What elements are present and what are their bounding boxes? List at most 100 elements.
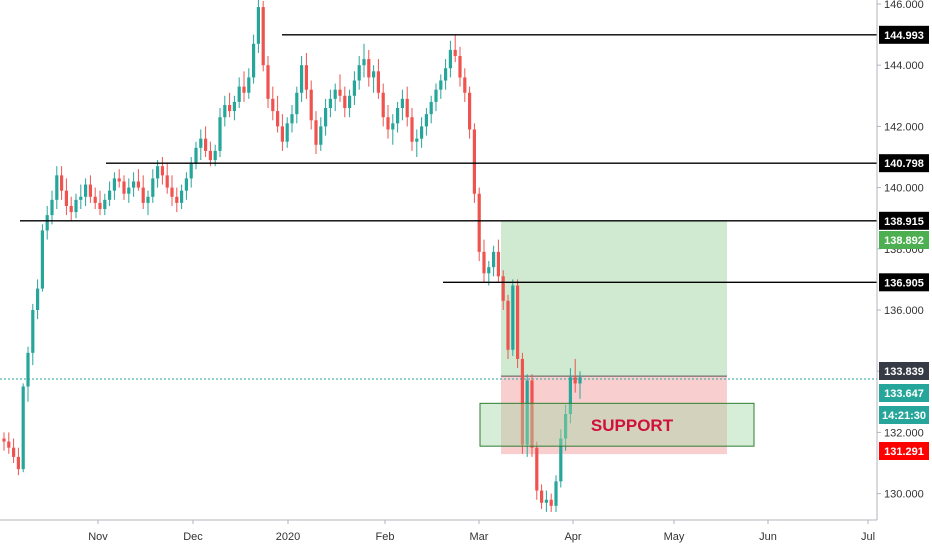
candle[interactable] [280, 114, 284, 151]
candle[interactable] [160, 157, 164, 185]
candle[interactable] [175, 187, 179, 213]
candle[interactable] [386, 104, 390, 139]
candle[interactable] [463, 68, 467, 102]
candle[interactable] [165, 163, 169, 194]
candle[interactable] [400, 89, 404, 121]
candle[interactable] [199, 129, 203, 161]
candle[interactable] [84, 178, 88, 206]
candle[interactable] [530, 374, 534, 457]
candle[interactable] [55, 166, 59, 210]
candle[interactable] [439, 74, 443, 99]
candle[interactable] [7, 432, 11, 454]
candle[interactable] [156, 160, 160, 188]
candle[interactable] [376, 59, 380, 99]
candle[interactable] [261, 0, 265, 72]
candle[interactable] [381, 83, 385, 127]
candle[interactable] [429, 95, 433, 124]
candle[interactable] [69, 196, 73, 222]
candle[interactable] [290, 104, 294, 133]
candle[interactable] [31, 303, 35, 366]
candle[interactable] [573, 358, 577, 393]
candle[interactable] [103, 193, 107, 216]
candle[interactable] [314, 111, 318, 154]
candle[interactable] [74, 193, 78, 219]
candle[interactable] [568, 368, 572, 424]
candle[interactable] [146, 190, 150, 216]
candle[interactable] [276, 95, 280, 133]
candle[interactable] [26, 346, 30, 402]
candle[interactable] [132, 172, 136, 197]
candle[interactable] [98, 190, 102, 216]
candle[interactable] [40, 224, 44, 292]
candle[interactable] [328, 89, 332, 118]
candle[interactable] [482, 239, 486, 283]
candle[interactable] [136, 169, 140, 191]
candle[interactable] [348, 89, 352, 118]
candle[interactable] [578, 371, 582, 399]
candle[interactable] [444, 59, 448, 90]
candle[interactable] [141, 175, 145, 210]
candle[interactable] [232, 95, 236, 121]
candle[interactable] [237, 77, 241, 109]
candle[interactable] [247, 68, 251, 99]
candle[interactable] [372, 65, 376, 93]
candle[interactable] [50, 190, 54, 225]
candle[interactable] [324, 98, 328, 136]
candle[interactable] [304, 52, 308, 99]
candle[interactable] [434, 83, 438, 112]
candle[interactable] [468, 86, 472, 139]
candle[interactable] [477, 187, 481, 262]
candle[interactable] [564, 404, 568, 451]
candle[interactable] [525, 374, 529, 457]
time-axis[interactable]: Nov Dec 2020 Feb Mar Apr May Jun Jul [0, 519, 877, 543]
support-zone-group[interactable]: SUPPORT [479, 402, 755, 447]
candle[interactable] [362, 43, 366, 78]
candle[interactable] [410, 108, 414, 151]
candle[interactable] [88, 175, 92, 203]
candle[interactable] [112, 172, 116, 200]
candle[interactable] [405, 86, 409, 127]
candle[interactable] [204, 126, 208, 157]
candle[interactable] [93, 187, 97, 210]
candle[interactable] [21, 383, 25, 473]
candle[interactable] [285, 117, 289, 148]
candle[interactable] [549, 493, 553, 512]
candle[interactable] [554, 475, 558, 512]
candle[interactable] [252, 34, 256, 84]
candle[interactable] [424, 108, 428, 136]
candle[interactable] [338, 74, 342, 102]
candle[interactable] [516, 279, 520, 369]
candle[interactable] [2, 432, 6, 451]
candle[interactable] [396, 101, 400, 133]
candle[interactable] [492, 245, 496, 277]
candle[interactable] [170, 175, 174, 206]
candle[interactable] [448, 40, 452, 78]
candle[interactable] [352, 71, 356, 105]
candle[interactable] [12, 438, 16, 463]
candle[interactable] [319, 117, 323, 151]
candle[interactable] [208, 141, 212, 167]
candle[interactable] [127, 178, 131, 203]
candle[interactable] [540, 484, 544, 509]
candle[interactable] [487, 261, 491, 286]
candle[interactable] [60, 166, 64, 200]
candle[interactable] [189, 157, 193, 188]
candle[interactable] [544, 490, 548, 512]
target-zone[interactable] [501, 221, 727, 377]
candle[interactable] [45, 205, 49, 240]
candle[interactable] [184, 172, 188, 200]
candle[interactable] [295, 86, 299, 124]
candle[interactable] [228, 92, 232, 118]
candle[interactable] [309, 80, 313, 130]
candle[interactable] [64, 178, 68, 216]
candle[interactable] [218, 108, 222, 157]
candle[interactable] [559, 429, 563, 488]
candle[interactable] [36, 279, 40, 320]
candle[interactable] [117, 169, 121, 188]
candle[interactable] [242, 71, 246, 102]
candle[interactable] [122, 175, 126, 200]
candle[interactable] [496, 239, 500, 283]
candle[interactable] [357, 56, 361, 90]
candle[interactable] [151, 169, 155, 203]
